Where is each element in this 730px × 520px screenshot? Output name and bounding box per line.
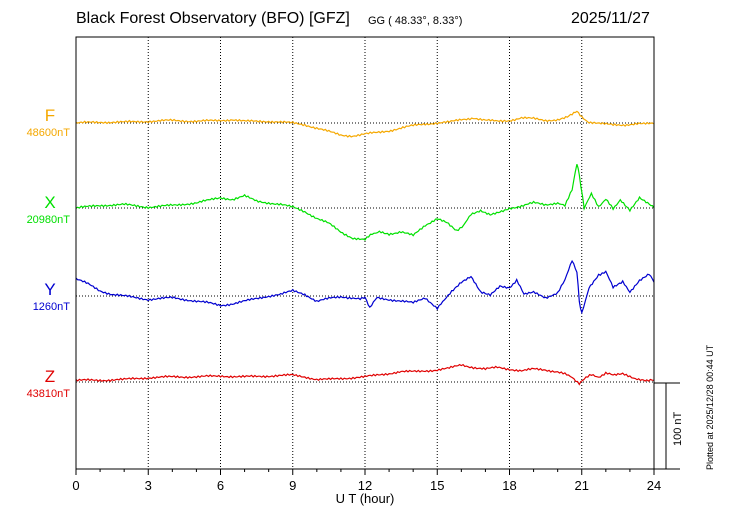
baseline-value-X: 20980nT xyxy=(27,214,71,226)
x-tick-label: 9 xyxy=(289,478,296,493)
x-tick-label: 18 xyxy=(502,478,516,493)
baseline-value-Z: 43810nT xyxy=(27,388,71,400)
x-tick-label: 12 xyxy=(358,478,372,493)
x-tick-label: 15 xyxy=(430,478,444,493)
x-axis-label: U T (hour) xyxy=(336,491,395,506)
series-line-Y xyxy=(75,259,655,315)
x-tick-label: 6 xyxy=(217,478,224,493)
chart-date: 2025/11/27 xyxy=(571,10,650,27)
x-tick-label: 3 xyxy=(145,478,152,493)
x-tick-label: 0 xyxy=(72,478,79,493)
series-label-Z: Z xyxy=(45,367,55,386)
x-tick-label: 21 xyxy=(575,478,589,493)
series-label-Y: Y xyxy=(44,280,55,299)
baseline-value-Y: 1260nT xyxy=(33,301,71,313)
x-tick-label: 24 xyxy=(647,478,661,493)
baseline-value-F: 48600nT xyxy=(27,127,71,139)
series-line-F xyxy=(75,110,655,138)
series-line-X xyxy=(75,164,655,241)
chart-title: Black Forest Observatory (BFO) [GFZ] xyxy=(76,10,350,27)
series-label-F: F xyxy=(45,106,55,125)
series-line-Z xyxy=(75,363,655,386)
scale-bar xyxy=(654,382,680,470)
station-coordinates: GG ( 48.33°, 8.33°) xyxy=(368,15,463,27)
series-label-X: X xyxy=(44,193,55,212)
